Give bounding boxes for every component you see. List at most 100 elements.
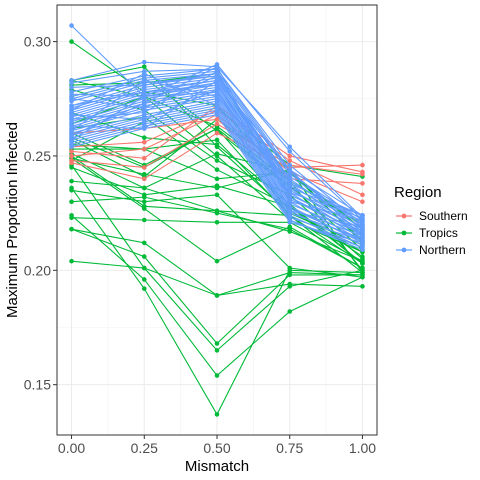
data-point: [141, 171, 147, 177]
data-point: [141, 59, 147, 65]
data-point: [287, 158, 293, 163]
data-point: [69, 133, 74, 138]
data-point: [141, 176, 147, 182]
data-point: [360, 217, 365, 223]
data-point: [141, 199, 147, 205]
data-point: [287, 162, 293, 168]
data-point: [69, 144, 74, 150]
data-point: [360, 245, 365, 250]
data-point: [141, 286, 147, 291]
legend-label-tropics: Tropics: [419, 226, 458, 240]
data-point: [141, 126, 147, 131]
data-point: [360, 192, 365, 198]
x-tick-label: 0.00: [58, 440, 85, 456]
data-point: [287, 206, 293, 211]
data-point: [141, 64, 147, 70]
data-point: [141, 101, 147, 106]
data-point: [141, 71, 147, 76]
data-point: [141, 110, 147, 115]
data-point: [141, 117, 147, 122]
data-point: [287, 167, 293, 172]
data-point: [287, 149, 293, 154]
data-point: [69, 128, 74, 134]
data-point: [214, 126, 220, 131]
y-tick-label: 0.30: [24, 34, 51, 50]
data-point: [287, 268, 293, 273]
x-tick-label: 1.00: [349, 440, 376, 456]
data-point: [69, 149, 74, 154]
data-point: [214, 64, 220, 70]
data-point: [360, 162, 365, 168]
data-point: [214, 373, 220, 378]
series-points: [69, 23, 365, 417]
data-point: [360, 254, 365, 259]
x-tick-label: 0.50: [203, 440, 230, 456]
y-axis-ticks: 0.15 0.20 0.25 0.30: [24, 34, 57, 393]
data-point: [69, 91, 74, 97]
data-point: [141, 185, 147, 191]
data-point: [69, 117, 74, 122]
x-axis-title: Mismatch: [185, 458, 249, 475]
data-point: [287, 284, 293, 289]
data-point: [214, 158, 220, 163]
data-point: [287, 144, 293, 150]
data-point: [287, 174, 293, 179]
data-point: [69, 226, 74, 232]
data-point: [214, 87, 220, 92]
y-axis-title: Maximum Proportion Infected: [4, 122, 21, 318]
data-point: [214, 293, 220, 298]
data-point: [69, 80, 74, 86]
x-tick-label: 0.75: [276, 440, 303, 456]
legend-label-southern: Southern: [419, 209, 468, 223]
data-point: [214, 153, 220, 159]
data-point: [69, 39, 74, 44]
data-point: [214, 219, 220, 225]
legend-key-point: [401, 213, 407, 219]
data-point: [141, 89, 147, 95]
data-point: [69, 23, 74, 28]
legend-entries: Southern Tropics Northern: [396, 209, 468, 257]
data-point: [214, 412, 220, 417]
data-point: [214, 117, 220, 122]
data-point: [69, 96, 74, 102]
data-point: [214, 208, 220, 214]
legend-key-point: [401, 230, 407, 236]
data-point: [214, 112, 220, 118]
data-point: [141, 265, 147, 271]
legend-label-northern: Northern: [419, 243, 466, 257]
x-tick-label: 0.25: [131, 440, 158, 456]
data-point: [69, 213, 74, 218]
data-point: [69, 185, 74, 191]
data-point: [69, 199, 74, 205]
data-point: [214, 183, 220, 188]
y-tick-label: 0.15: [24, 377, 51, 393]
data-point: [141, 194, 147, 200]
data-point: [360, 171, 365, 177]
legend: Region Southern Tropics Northern: [394, 184, 468, 257]
data-point: [214, 176, 220, 182]
data-point: [214, 258, 220, 264]
data-point: [287, 217, 293, 223]
data-point: [69, 137, 74, 143]
data-point: [141, 82, 147, 88]
data-point: [141, 78, 147, 83]
data-point: [69, 158, 74, 163]
data-point: [287, 224, 293, 230]
legend-title: Region: [394, 184, 442, 201]
data-point: [360, 238, 365, 243]
data-point: [141, 146, 147, 152]
y-tick-label: 0.25: [24, 148, 51, 164]
data-point: [214, 130, 220, 136]
data-point: [69, 103, 74, 108]
data-point: [69, 178, 74, 184]
data-point: [214, 121, 220, 127]
data-point: [141, 105, 147, 111]
data-point: [360, 226, 365, 232]
data-point: [69, 258, 74, 264]
data-point: [214, 137, 220, 143]
data-point: [360, 265, 365, 271]
data-point: [69, 153, 74, 159]
data-point: [287, 153, 293, 159]
data-point: [141, 203, 147, 209]
data-point: [69, 112, 74, 118]
